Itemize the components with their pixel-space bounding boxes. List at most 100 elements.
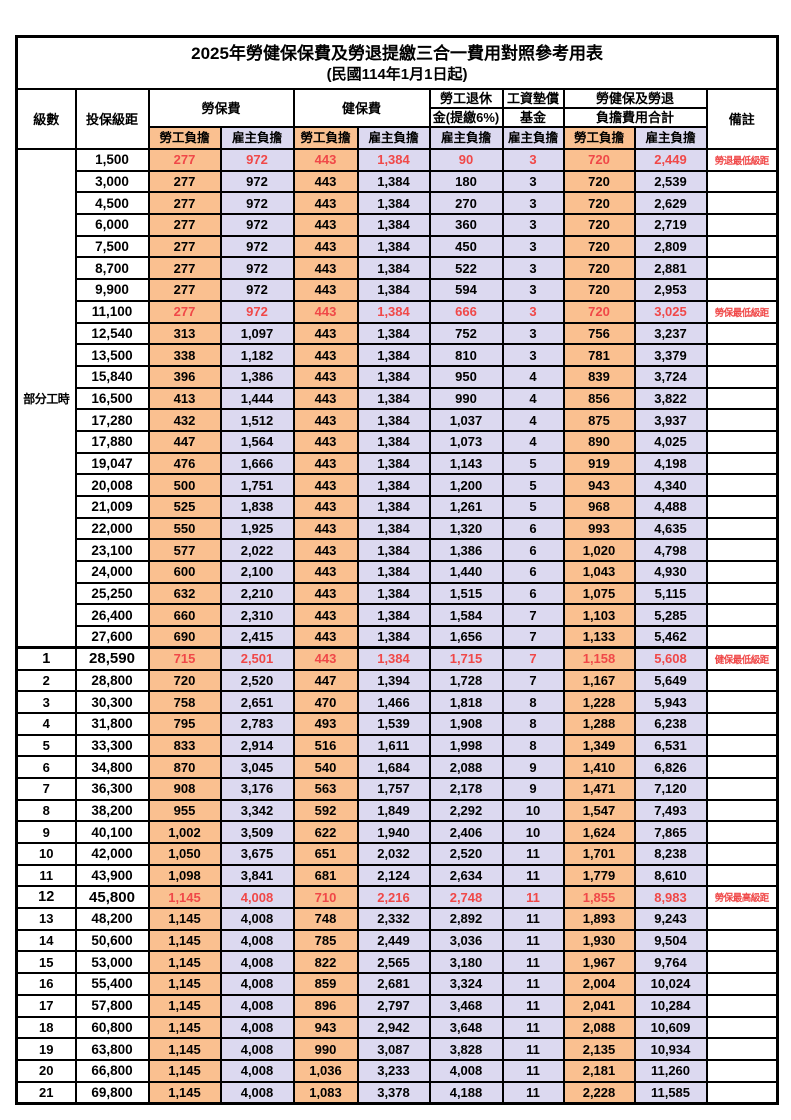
fee-cell-wagefund_employer: 3: [501, 321, 565, 346]
col-header-wagefund-line1: 工資墊償: [501, 88, 565, 109]
table-row: 7,500 277 972 443 1,384 450 3 720 2,809: [17, 234, 779, 259]
fee-cell-pension_employer: 1,073: [428, 429, 504, 454]
fee-cell-labor_employer: 1,564: [219, 429, 295, 454]
fee-cell-total_employer: 6,531: [633, 733, 708, 758]
table-row: 23,100 577 2,022 443 1,384 1,386 6 1,020 4,798: [17, 538, 779, 563]
fee-cell-health_employer: 1,384: [356, 256, 431, 281]
fee-cell-wagefund_employer: 8: [501, 690, 565, 714]
fee-cell-pension_employer: 1,320: [428, 516, 504, 541]
table-row: 4 31,800 795 2,783 493 1,539 1,908 8 1,288 6,238: [15, 711, 779, 736]
fee-cell-wagefund_employer: 7: [501, 603, 565, 628]
level-cell: 21: [15, 1080, 77, 1105]
level-cell: 18: [15, 1015, 77, 1040]
fee-cell-total_employee: 1,410: [562, 755, 636, 779]
fee-cell-labor_employee: 1,145: [147, 1080, 222, 1105]
fee-cell-health_employer: 1,384: [356, 386, 431, 411]
fee-cell-labor_employer: 4,008: [219, 972, 295, 996]
fee-cell-labor_employee: 870: [147, 755, 222, 779]
fee-cell-health_employee: 710: [292, 885, 359, 910]
fee-cell-labor_employer: 2,783: [219, 711, 295, 736]
fee-cell-labor_employer: 4,008: [219, 1058, 295, 1083]
fee-cell-total_employee: 1,167: [562, 668, 636, 693]
fee-cell-wagefund_employer: 3: [501, 234, 565, 259]
bracket-cell: 19,047: [74, 451, 150, 476]
note-cell: [705, 538, 779, 563]
fee-cell-total_employer: 3,724: [633, 364, 708, 389]
subheader-health-employee: 勞工負擔: [292, 126, 359, 150]
table-row: 14 50,600 1,145 4,008 785 2,449 3,036 11 1,930 9,…: [15, 928, 779, 953]
fee-cell-health_employee: 493: [292, 711, 359, 736]
fee-cell-wagefund_employer: 10: [501, 820, 565, 844]
bracket-cell: 12,540: [74, 321, 150, 346]
fee-cell-total_employer: 8,238: [633, 842, 708, 866]
fee-cell-pension_employer: 270: [428, 191, 504, 216]
note-cell: [705, 169, 779, 194]
table-row: 17 57,800 1,145 4,008 896 2,797 3,468 11 2,041 10…: [15, 993, 779, 1018]
fee-cell-health_employee: 443: [292, 343, 359, 367]
fee-cell-pension_employer: 522: [428, 256, 504, 281]
fee-cell-wagefund_employer: 5: [501, 451, 565, 476]
fee-cell-labor_employee: 476: [147, 451, 222, 476]
fee-cell-total_employee: 839: [562, 364, 636, 389]
fee-cell-labor_employer: 972: [219, 169, 295, 194]
fee-cell-labor_employee: 396: [147, 364, 222, 389]
fee-cell-total_employer: 3,379: [633, 343, 708, 367]
fee-cell-total_employer: 6,826: [633, 755, 708, 779]
fee-cell-wagefund_employer: 11: [501, 928, 565, 953]
fee-cell-total_employer: 10,024: [633, 972, 708, 996]
fee-cell-health_employer: 1,384: [356, 343, 431, 367]
fee-cell-pension_employer: 990: [428, 386, 504, 411]
fee-cell-pension_employer: 90: [428, 148, 504, 172]
bracket-cell: 23,100: [74, 538, 150, 563]
note-cell: [705, 1037, 779, 1061]
fee-cell-wagefund_employer: 4: [501, 386, 565, 411]
fee-cell-health_employee: 443: [292, 538, 359, 563]
subheader-wagefund-employer: 雇主負擔: [501, 126, 565, 150]
bracket-cell: 45,800: [74, 885, 150, 910]
fee-cell-health_employee: 443: [292, 646, 359, 671]
table-row: 17,280 432 1,512 443 1,384 1,037 4 875 3,937: [17, 408, 779, 432]
fee-cell-wagefund_employer: 5: [501, 473, 565, 497]
fee-cell-total_employer: 4,635: [633, 516, 708, 541]
fee-cell-labor_employer: 4,008: [219, 1015, 295, 1040]
fee-cell-health_employee: 443: [292, 148, 359, 172]
bracket-cell: 24,000: [74, 560, 150, 584]
fee-cell-labor_employer: 2,651: [219, 690, 295, 714]
table-row: 6,000 277 972 443 1,384 360 3 720 2,719: [17, 213, 779, 237]
subheader-health-employer: 雇主負擔: [356, 126, 431, 150]
fee-cell-health_employee: 443: [292, 473, 359, 497]
fee-cell-total_employer: 8,610: [633, 863, 708, 888]
level-cell: 4: [15, 711, 77, 736]
level-cell: 17: [15, 993, 77, 1018]
fee-cell-total_employee: 1,158: [562, 646, 636, 671]
note-cell: [705, 234, 779, 259]
fee-cell-health_employer: 2,332: [356, 907, 431, 931]
fee-cell-labor_employer: 3,045: [219, 755, 295, 779]
fee-cell-health_employee: 443: [292, 625, 359, 649]
fee-cell-labor_employee: 833: [147, 733, 222, 758]
col-header-total-line1: 勞健保及勞退: [562, 88, 708, 109]
note-cell: [705, 711, 779, 736]
col-header-pension-line1: 勞工退休: [428, 88, 504, 109]
fee-cell-health_employee: 443: [292, 386, 359, 411]
fee-cell-total_employer: 10,609: [633, 1015, 708, 1040]
fee-cell-total_employer: 4,198: [633, 451, 708, 476]
level-cell: 1: [15, 646, 77, 671]
fee-cell-total_employee: 943: [562, 473, 636, 497]
fee-cell-health_employee: 443: [292, 256, 359, 281]
fee-cell-labor_employer: 3,176: [219, 776, 295, 801]
fee-cell-health_employer: 2,797: [356, 993, 431, 1018]
fee-cell-pension_employer: 1,656: [428, 625, 504, 649]
bracket-cell: 9,900: [74, 278, 150, 302]
fee-cell-pension_employer: 3,468: [428, 993, 504, 1018]
fee-cell-health_employer: 2,124: [356, 863, 431, 888]
table-row: 16,500 413 1,444 443 1,384 990 4 856 3,822: [17, 386, 779, 411]
bracket-cell: 50,600: [74, 928, 150, 953]
fee-cell-wagefund_employer: 6: [501, 516, 565, 541]
table-row: 12 45,800 1,145 4,008 710 2,216 2,748 11 1,855 8,…: [15, 885, 779, 910]
fee-cell-pension_employer: 450: [428, 234, 504, 259]
fee-cell-pension_employer: 1,440: [428, 560, 504, 584]
fee-cell-pension_employer: 3,036: [428, 928, 504, 953]
fee-cell-wagefund_employer: 3: [501, 213, 565, 237]
table-row: 1 28,590 715 2,501 443 1,384 1,715 7 1,158 5,608 健…: [15, 646, 779, 671]
